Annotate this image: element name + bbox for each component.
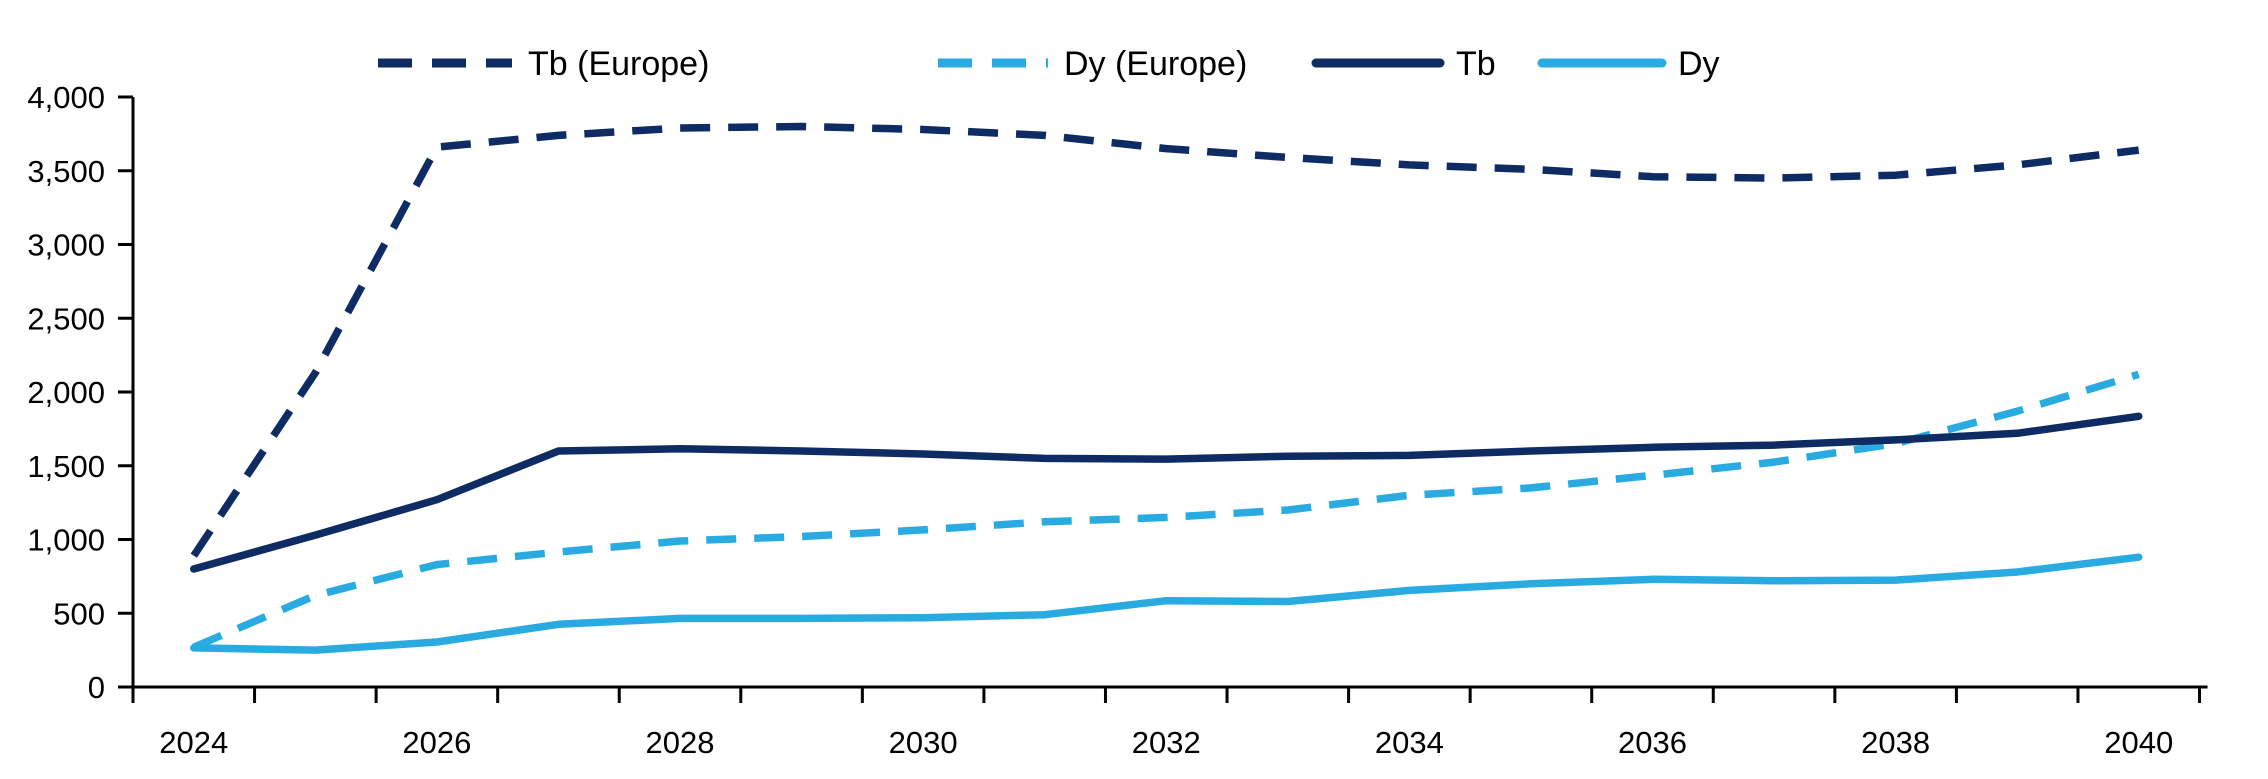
y-tick-label: 3,500 (27, 154, 105, 189)
y-tick-label: 4,000 (27, 80, 105, 115)
y-tick-label: 1,500 (27, 449, 105, 484)
x-tick-label: 2024 (159, 725, 228, 760)
x-tick-label: 2030 (889, 725, 958, 760)
y-tick-label: 500 (53, 596, 105, 631)
x-tick-label: 2032 (1132, 725, 1201, 760)
series-line-tb-europe (190, 122, 2140, 558)
legend-item-dy-europe: Dy (Europe) (938, 45, 1247, 83)
legend-label: Tb (Europe) (528, 45, 709, 83)
legend-item-tb-europe: Tb (Europe) (378, 45, 709, 83)
legend-item-tb: Tb (1311, 45, 1496, 83)
series-line-tb (190, 412, 2143, 573)
series-line-dy (190, 553, 2143, 654)
x-tick-label: 2034 (1375, 725, 1444, 760)
y-tick-label: 1,000 (27, 523, 105, 558)
x-tick-label: 2040 (2104, 725, 2173, 760)
y-tick-label: 2,500 (27, 301, 105, 336)
legend-item-dy: Dy (1537, 45, 1720, 83)
x-tick-label: 2026 (402, 725, 471, 760)
x-tick-label: 2038 (1861, 725, 1930, 760)
legend-label: Tb (1456, 45, 1496, 83)
y-tick-label: 3,000 (27, 228, 105, 263)
x-tick-label: 2028 (646, 725, 715, 760)
x-tick-label: 2036 (1618, 725, 1687, 760)
series-line-dy-europe (192, 370, 2140, 651)
y-tick-label: 0 (88, 670, 105, 705)
legend-label: Dy (1678, 45, 1720, 83)
legend-label: Dy (Europe) (1064, 45, 1247, 83)
y-tick-label: 2,000 (27, 375, 105, 410)
